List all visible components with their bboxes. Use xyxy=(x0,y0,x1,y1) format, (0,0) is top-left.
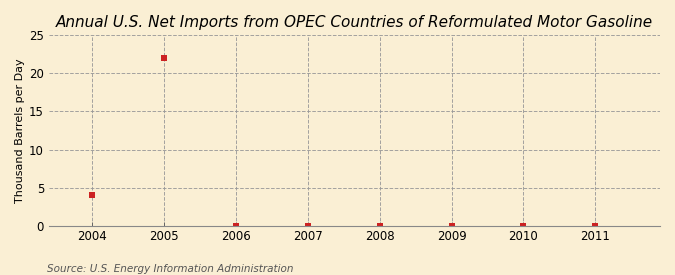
Text: Source: U.S. Energy Information Administration: Source: U.S. Energy Information Administ… xyxy=(47,264,294,274)
Y-axis label: Thousand Barrels per Day: Thousand Barrels per Day xyxy=(15,58,25,203)
Title: Annual U.S. Net Imports from OPEC Countries of Reformulated Motor Gasoline: Annual U.S. Net Imports from OPEC Countr… xyxy=(56,15,653,30)
